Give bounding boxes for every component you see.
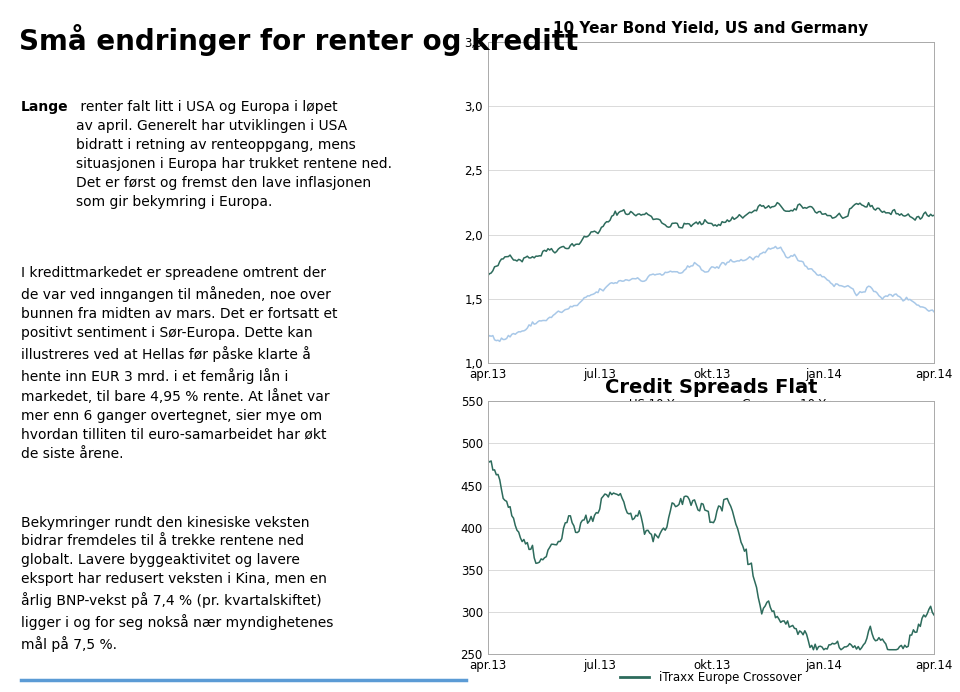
Title: 10 Year Bond Yield, US and Germany: 10 Year Bond Yield, US and Germany (553, 21, 869, 36)
Legend: US 10 Yr, Germany 10 Yr: US 10 Yr, Germany 10 Yr (586, 393, 836, 415)
Legend: iTraxx Europe Crossover: iTraxx Europe Crossover (615, 666, 806, 689)
Text: Lange: Lange (21, 100, 69, 114)
Text: Små endringer for renter og kreditt: Små endringer for renter og kreditt (19, 24, 579, 56)
Text: Bekymringer rundt den kinesiske veksten
bidrar fremdeles til å trekke rentene ne: Bekymringer rundt den kinesiske veksten … (21, 516, 333, 652)
Title: Credit Spreads Flat: Credit Spreads Flat (605, 378, 817, 397)
Text: renter falt litt i USA og Europa i løpet
av april. Generelt har utviklingen i US: renter falt litt i USA og Europa i løpet… (76, 100, 392, 209)
Text: I kredittmarkedet er spreadene omtrent der
de var ved inngangen til måneden, noe: I kredittmarkedet er spreadene omtrent d… (21, 266, 338, 461)
